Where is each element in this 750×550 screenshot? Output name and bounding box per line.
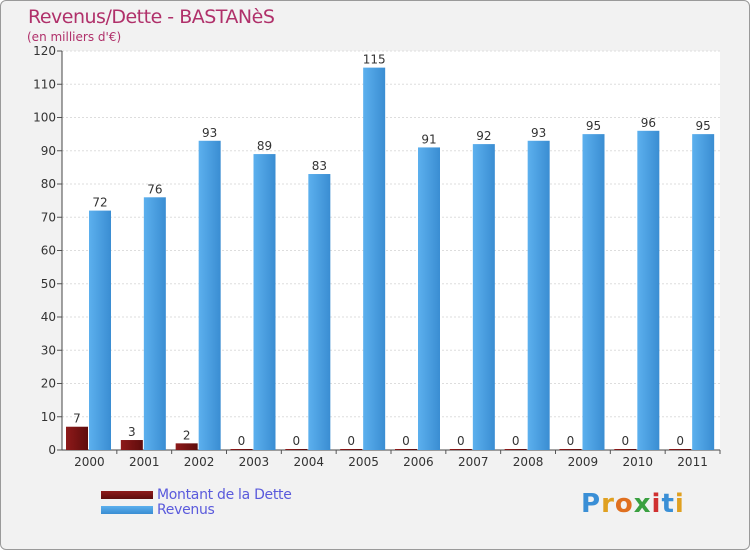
bar-dette-label: 2 — [183, 428, 191, 442]
bar-dette — [120, 440, 143, 450]
logo-letter: t — [661, 489, 675, 519]
x-tick-label: 2003 — [239, 455, 270, 469]
legend-item-revenus: Revenus — [101, 501, 292, 518]
logo-letter: i — [674, 489, 685, 519]
bar-dette-label: 0 — [567, 434, 575, 448]
y-tick-label: 110 — [33, 77, 56, 91]
bar-dette — [230, 449, 253, 450]
bar-dette-label: 3 — [128, 425, 136, 439]
bar-revenus — [143, 197, 166, 450]
x-tick-label: 2008 — [513, 455, 544, 469]
bar-revenus-label: 72 — [92, 196, 107, 210]
x-tick-label: 2002 — [184, 455, 215, 469]
bar-dette — [340, 449, 363, 450]
bar-dette — [285, 449, 308, 450]
bar-dette-label: 0 — [457, 434, 465, 448]
bar-revenus-label: 96 — [641, 116, 656, 130]
bar-revenus — [418, 147, 440, 451]
chart-title: Revenus/Dette - BASTANèS — [28, 6, 275, 28]
bar-dette-label: 0 — [676, 434, 684, 448]
legend-swatch-dette — [101, 490, 153, 499]
bar-revenus — [308, 174, 331, 450]
bar-revenus-label: 91 — [421, 132, 436, 146]
y-tick-label: 120 — [33, 44, 56, 58]
chart-subtitle: (en milliers d'€) — [27, 30, 122, 44]
bar-revenus-label: 93 — [202, 126, 217, 140]
x-tick-label: 2009 — [568, 455, 599, 469]
legend-swatch-revenus — [101, 505, 153, 514]
bar-dette-label: 0 — [512, 434, 520, 448]
bar-dette-label: 7 — [73, 412, 81, 426]
y-tick-label: 40 — [41, 310, 56, 324]
bar-dette-label: 0 — [293, 434, 301, 448]
bar-dette — [175, 443, 198, 450]
x-tick-label: 2004 — [293, 455, 324, 469]
bar-dette — [559, 449, 582, 450]
logo-letter: o — [614, 489, 634, 519]
bar-revenus-label: 83 — [312, 159, 327, 173]
bar-revenus — [692, 134, 715, 450]
bar-revenus — [582, 134, 605, 450]
y-tick-label: 60 — [41, 244, 56, 258]
bar-dette — [669, 449, 692, 450]
x-tick-label: 2006 — [403, 455, 434, 469]
bar-revenus — [637, 130, 660, 451]
chart-legend: Montant de la Dette Revenus — [101, 486, 292, 518]
y-tick-label: 80 — [41, 177, 56, 191]
bar-revenus-label: 92 — [476, 129, 491, 143]
bar-revenus-label: 95 — [696, 119, 711, 133]
y-tick-label: 0 — [48, 443, 56, 457]
y-tick-label: 30 — [41, 343, 56, 357]
x-tick-label: 2001 — [129, 455, 160, 469]
bar-revenus-label: 115 — [363, 53, 386, 67]
bar-revenus-label: 89 — [257, 139, 272, 153]
logo-letter: i — [651, 489, 662, 519]
logo-letter: r — [601, 489, 615, 519]
bar-revenus — [89, 210, 111, 450]
x-tick-label: 2010 — [622, 455, 653, 469]
bar-dette — [504, 449, 527, 450]
bar-revenus-label: 76 — [147, 182, 162, 196]
legend-label-dette: Montant de la Dette — [157, 486, 292, 503]
logo-letter: P — [581, 489, 602, 519]
y-tick-label: 50 — [41, 277, 56, 291]
proxiti-logo: Proxiti — [581, 489, 685, 519]
legend-item-dette: Montant de la Dette — [101, 486, 292, 503]
x-tick-label: 2007 — [458, 455, 489, 469]
y-tick-label: 70 — [41, 210, 56, 224]
bar-dette — [449, 449, 472, 450]
bar-revenus — [198, 140, 221, 450]
bar-revenus — [527, 140, 550, 450]
bar-revenus — [253, 154, 276, 450]
logo-letter: x — [633, 489, 652, 519]
bar-revenus — [363, 67, 386, 450]
bar-dette-label: 0 — [622, 434, 630, 448]
bar-revenus-label: 93 — [531, 126, 546, 140]
bar-revenus — [472, 144, 495, 450]
legend-label-revenus: Revenus — [157, 501, 215, 518]
bar-dette-label: 0 — [238, 434, 246, 448]
bar-dette-label: 0 — [347, 434, 355, 448]
y-tick-label: 90 — [41, 144, 56, 158]
y-tick-label: 10 — [41, 410, 56, 424]
bar-dette — [66, 426, 88, 450]
bar-dette — [614, 449, 637, 450]
bar-revenus-label: 95 — [586, 119, 601, 133]
bar-dette-label: 0 — [402, 434, 410, 448]
bar-dette — [395, 449, 417, 450]
y-tick-label: 100 — [33, 111, 56, 125]
x-tick-label: 2005 — [348, 455, 379, 469]
x-tick-label: 2011 — [677, 455, 708, 469]
y-tick-label: 20 — [41, 377, 56, 391]
x-tick-label: 2000 — [74, 455, 105, 469]
